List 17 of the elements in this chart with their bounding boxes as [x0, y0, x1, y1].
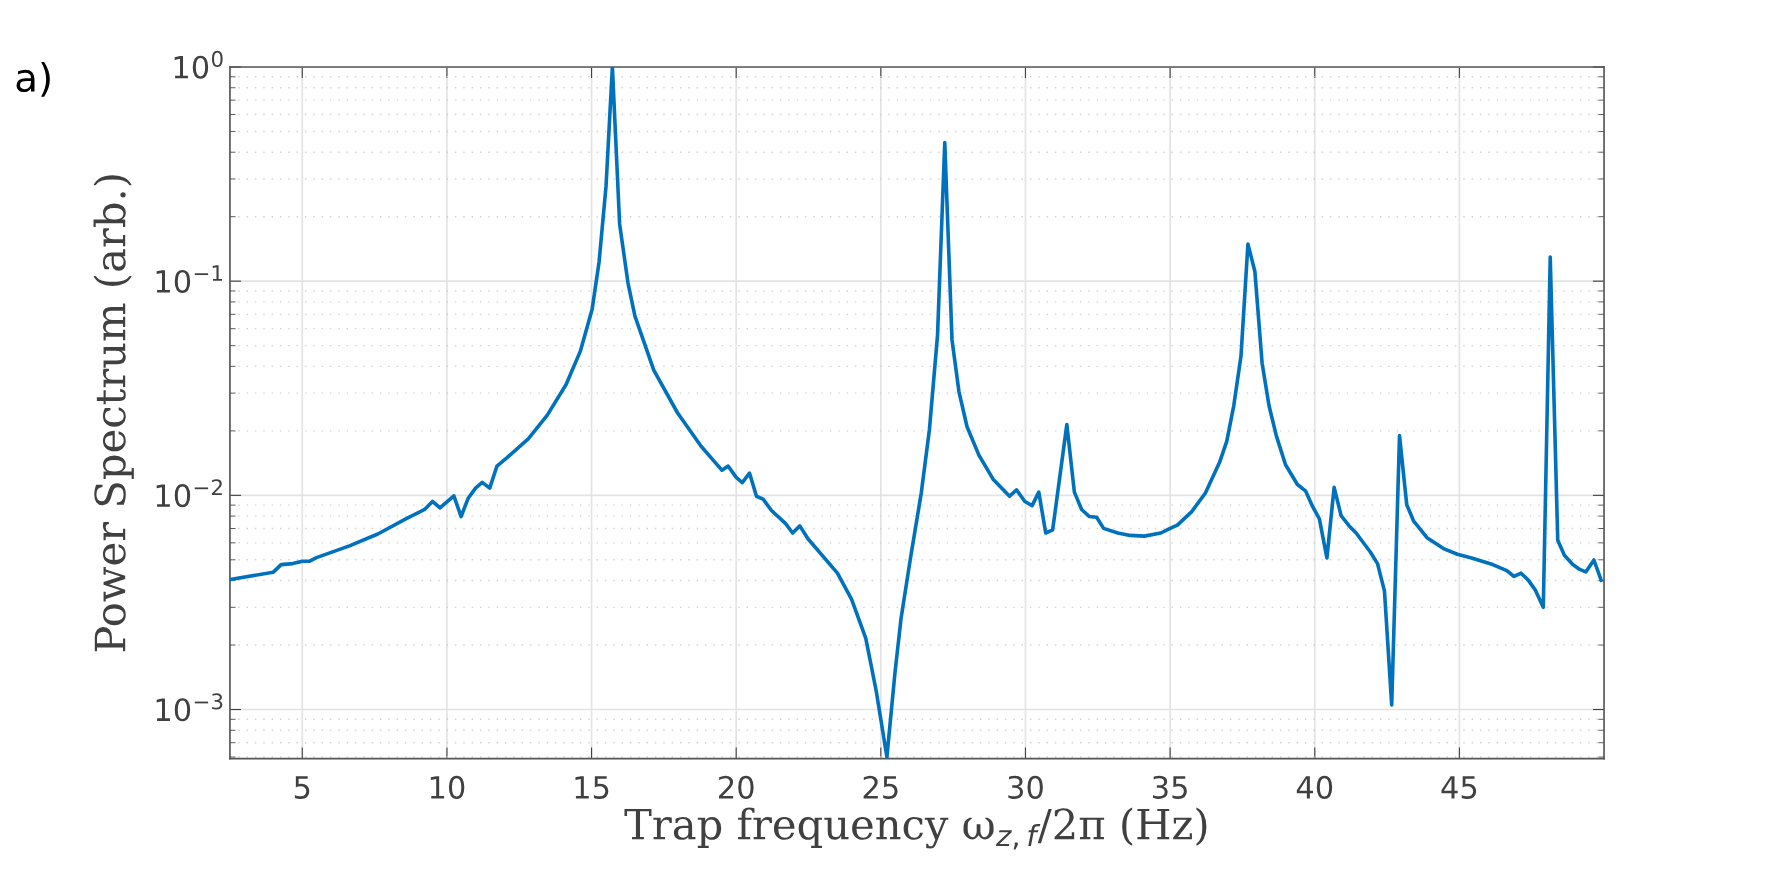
y-axis-title: Power Spectrum (arb.): [93, 175, 134, 652]
x-tick-label: 40: [1296, 775, 1333, 799]
text: a): [16, 62, 50, 97]
x-tick-label: 20: [718, 775, 754, 799]
y-tick-label: 10$^{−3}$: [156, 693, 223, 722]
x-tick-label: 25: [863, 775, 898, 799]
x-tick-label: 45: [1441, 776, 1477, 799]
y-tick-label: 10$^{−1}$: [156, 265, 223, 293]
x-tick-label: 15: [575, 776, 609, 799]
x-tick-label: 10: [430, 775, 465, 799]
x-axis-title: Trap frequency ω$_{z,f}$/2π (Hz): [624, 807, 1207, 850]
x-tick-label: 30: [1008, 775, 1043, 799]
x-tick-label: 5: [294, 776, 310, 799]
y-tick-label: 10$^{−2}$: [156, 479, 222, 508]
x-tick-label: 35: [1153, 775, 1187, 799]
line-series: [229, 66, 1603, 759]
y-tick-label: 10$^{0}$: [174, 50, 223, 79]
